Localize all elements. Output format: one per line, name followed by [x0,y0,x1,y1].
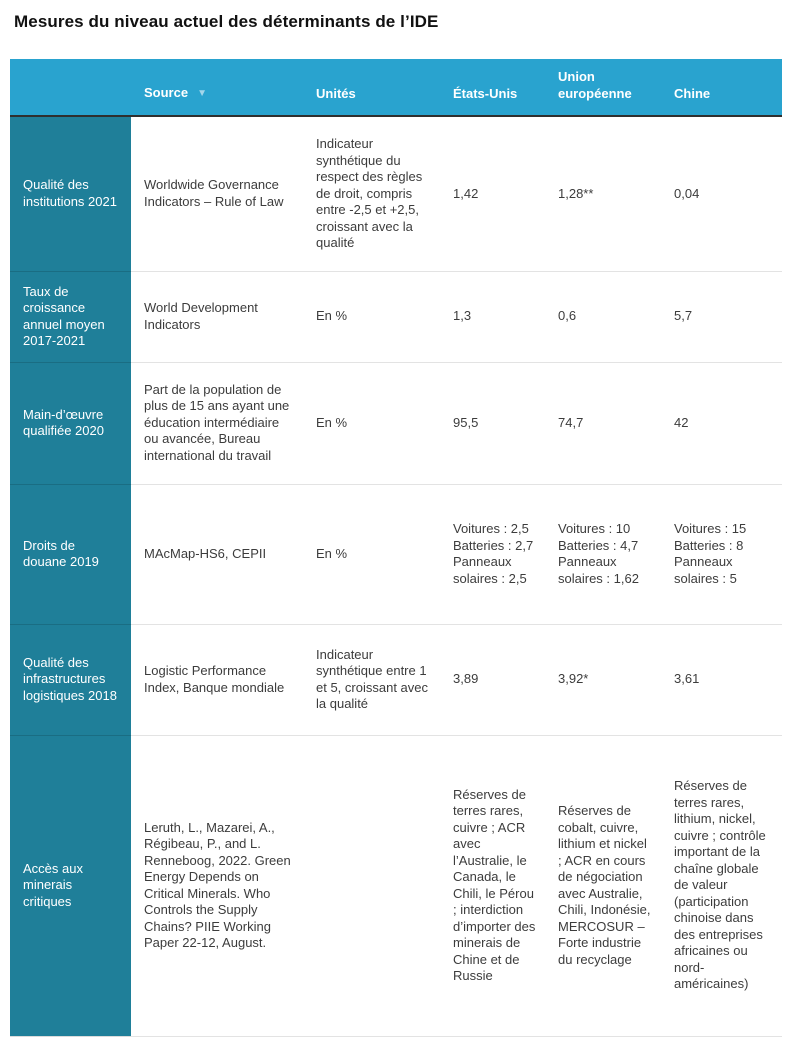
cell-united-states: Voitures : 2,5 Batteries : 2,7 Panneaux … [440,484,545,625]
table-row: Qualité des institutions 2021 Worldwide G… [10,116,782,272]
cell-source: Logistic Performance Index, Banque mondi… [131,624,303,736]
table-header: Source ▼ Unités États-Unis Union européen… [10,59,782,117]
row-header-label: Taux de croissance annuel moyen 2017-202… [10,271,131,363]
column-header-rowlabel [10,59,131,117]
cell-china: Réserves de terres rares, lithium, nicke… [661,735,782,1037]
cell-units: En % [303,484,440,625]
cell-source: World Development Indicators [131,271,303,363]
cell-units: Indicateur synthétique entre 1 et 5, cro… [303,624,440,736]
cell-source: Part de la population de plus de 15 ans … [131,362,303,485]
cell-united-states: Réserves de terres rares, cuivre ; ACR a… [440,735,545,1037]
column-header-source[interactable]: Source ▼ [131,59,303,117]
cell-china: Voitures : 15 Batteries : 8 Panneaux sol… [661,484,782,625]
cell-european-union: 1,28** [545,116,661,272]
row-header-label: Main-d’œuvre qualifiée 2020 [10,362,131,485]
table-row: Droits de douane 2019 MAcMap-HS6, CEPII En… [10,484,782,625]
cell-units: En % [303,271,440,363]
cell-european-union: Réserves de cobalt, cuivre, lithium et n… [545,735,661,1037]
row-header-label: Qualité des institutions 2021 [10,116,131,272]
row-header-label: Qualité des infrastructures logistiques … [10,624,131,736]
cell-united-states: 1,3 [440,271,545,363]
column-header-china[interactable]: Chine [661,59,782,117]
header-row: Source ▼ Unités États-Unis Union européen… [10,59,782,117]
table-row: Accès aux minerais critiques Leruth, L., … [10,735,782,1037]
table-body: Qualité des institutions 2021 Worldwide G… [10,116,782,1037]
column-header-units[interactable]: Unités [303,59,440,117]
column-header-european-union[interactable]: Union européenne [545,59,661,117]
table-row: Main-d’œuvre qualifiée 2020 Part de la po… [10,362,782,485]
table-row: Qualité des infrastructures logistiques … [10,624,782,736]
cell-european-union: 74,7 [545,362,661,485]
cell-china: 5,7 [661,271,782,363]
cell-china: 0,04 [661,116,782,272]
cell-china: 3,61 [661,624,782,736]
fdi-determinants-table: Source ▼ Unités États-Unis Union européen… [10,59,782,1037]
cell-china: 42 [661,362,782,485]
cell-united-states: 95,5 [440,362,545,485]
cell-source: MAcMap-HS6, CEPII [131,484,303,625]
row-header-label: Droits de douane 2019 [10,484,131,625]
column-header-united-states[interactable]: États-Unis [440,59,545,117]
cell-units [303,735,440,1037]
cell-source: Leruth, L., Mazarei, A., Régibeau, P., a… [131,735,303,1037]
cell-source: Worldwide Governance Indicators – Rule o… [131,116,303,272]
row-header-label: Accès aux minerais critiques [10,735,131,1037]
cell-united-states: 3,89 [440,624,545,736]
cell-units: En % [303,362,440,485]
page-title: Mesures du niveau actuel des déterminant… [14,12,439,31]
column-header-source-label: Source [144,85,189,101]
cell-united-states: 1,42 [440,116,545,272]
cell-units: Indicateur synthétique du respect des rè… [303,116,440,272]
cell-european-union: Voitures : 10 Batteries : 4,7 Panneaux s… [545,484,661,625]
cell-european-union: 3,92* [545,624,661,736]
table-row: Taux de croissance annuel moyen 2017-202… [10,271,782,363]
sort-descending-icon[interactable]: ▼ [197,88,207,100]
cell-european-union: 0,6 [545,271,661,363]
